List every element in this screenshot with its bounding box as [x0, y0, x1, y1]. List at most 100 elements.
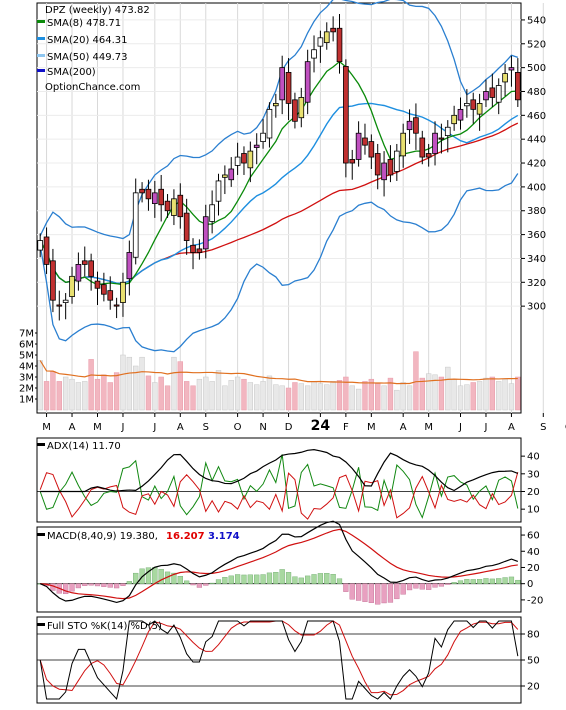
macd-histogram-bar [234, 574, 241, 584]
volume-bar [139, 356, 145, 411]
candle-body [177, 194, 184, 218]
candle-body [196, 248, 203, 253]
candle-body [151, 192, 158, 204]
macd-histogram-bar [209, 582, 215, 584]
price-tick-label: 340 [527, 254, 546, 265]
macd-histogram-bar [222, 577, 228, 584]
x-tick-label: O [565, 422, 566, 433]
candle-body [368, 141, 375, 158]
candle-body [279, 67, 286, 101]
x-tick-label: S [540, 422, 546, 433]
sma20-line [39, 102, 519, 284]
candle-body [234, 156, 241, 166]
macd-histogram-bar [496, 578, 502, 584]
macd-histogram-bar [515, 579, 521, 584]
volume-bar [457, 385, 464, 411]
macd-histogram-bar [317, 573, 324, 584]
volume-bar [228, 380, 234, 411]
candle-body [75, 264, 82, 282]
volume-bar [171, 356, 177, 411]
sto-swatch [37, 623, 45, 626]
volume-bar [273, 384, 279, 411]
candles [37, 13, 521, 321]
volume-bar [464, 384, 470, 411]
macd-histogram-bar [196, 583, 203, 588]
candle-body [260, 132, 266, 142]
sma20-swatch [37, 37, 45, 40]
macd-signal-line [40, 528, 518, 600]
volume-bar [476, 381, 483, 411]
moving-averages [39, 60, 519, 286]
macd-label: MACD(8,40,9) 19.380, [47, 531, 158, 542]
macd-histogram-bar [171, 572, 177, 584]
lower-band [39, 173, 519, 353]
candle-body [457, 108, 464, 121]
volume-bar [489, 376, 496, 411]
volume-bar [164, 385, 171, 411]
volume-bar [330, 381, 336, 411]
candle-body [228, 168, 235, 181]
x-tick-label: S [203, 422, 209, 433]
volume-bar [133, 365, 139, 411]
volume-bar [107, 382, 113, 411]
volume-bar [254, 384, 260, 411]
macd-histogram-bar [101, 583, 107, 587]
volume-bar [62, 376, 69, 411]
volume-bar [292, 382, 298, 411]
candle-body [215, 180, 222, 202]
x-tick-label: M [42, 422, 51, 433]
macd-histogram-bar [438, 583, 445, 587]
sto-tick-label: 20 [527, 682, 540, 693]
x-tick-label: 24 [311, 418, 331, 434]
candle-body [425, 153, 432, 158]
macd-histogram-bar [126, 581, 132, 584]
candle-body [126, 252, 133, 280]
macd-value2: 3.174 [208, 531, 240, 542]
candle-body [343, 66, 349, 164]
price-tick-label: 440 [527, 135, 546, 146]
axes: 300320340360380400420440460480500520540M… [19, 15, 566, 692]
macd-histogram-bar [464, 579, 470, 584]
volume-bar [349, 385, 355, 411]
price-tick-label: 360 [527, 230, 546, 241]
watermark: OptionChance.com [45, 82, 140, 93]
macd-histogram-bar [273, 572, 279, 584]
macd-histogram-bar [152, 567, 158, 584]
candle-body [419, 137, 426, 158]
candle-body [107, 290, 114, 301]
volume-bar [247, 382, 254, 411]
adx-swatch [37, 443, 45, 446]
candle-body [241, 153, 247, 164]
volume-bar [317, 383, 324, 411]
candle-body [355, 132, 362, 160]
candle-body [132, 192, 139, 258]
macd-histogram-bar [324, 573, 330, 584]
price-tick-label: 520 [527, 39, 546, 50]
macd-histogram-bar [75, 583, 82, 589]
volume-bar [394, 389, 400, 411]
macd-histogram-bar [355, 583, 362, 601]
indicator-labels: ADX(14) 11.70 MACD(8,40,9) 19.380, 16.20… [37, 441, 240, 632]
sma50-line [39, 122, 519, 284]
macd-histogram-bar [158, 569, 164, 584]
volume-bar [285, 387, 292, 411]
macd-histogram-bar [426, 583, 432, 590]
candle-body [502, 73, 508, 83]
price-tick-label: 300 [527, 302, 546, 313]
candle-body [489, 87, 496, 98]
macd-histogram-bar [445, 583, 451, 585]
volume-bar [43, 381, 50, 411]
candle-body [292, 99, 298, 122]
candle-body [56, 304, 63, 307]
volume-bar [190, 385, 196, 411]
x-tick-label: M [424, 422, 433, 433]
macd-histogram-bar [133, 572, 139, 584]
x-tick-label: J [152, 422, 156, 433]
volume-bar [145, 375, 152, 411]
candle-body [336, 27, 343, 63]
volume-bar [355, 388, 362, 411]
macd-histogram-bar [254, 574, 260, 584]
macd-histogram-bar [470, 579, 476, 584]
bollinger-bands [39, 0, 519, 353]
